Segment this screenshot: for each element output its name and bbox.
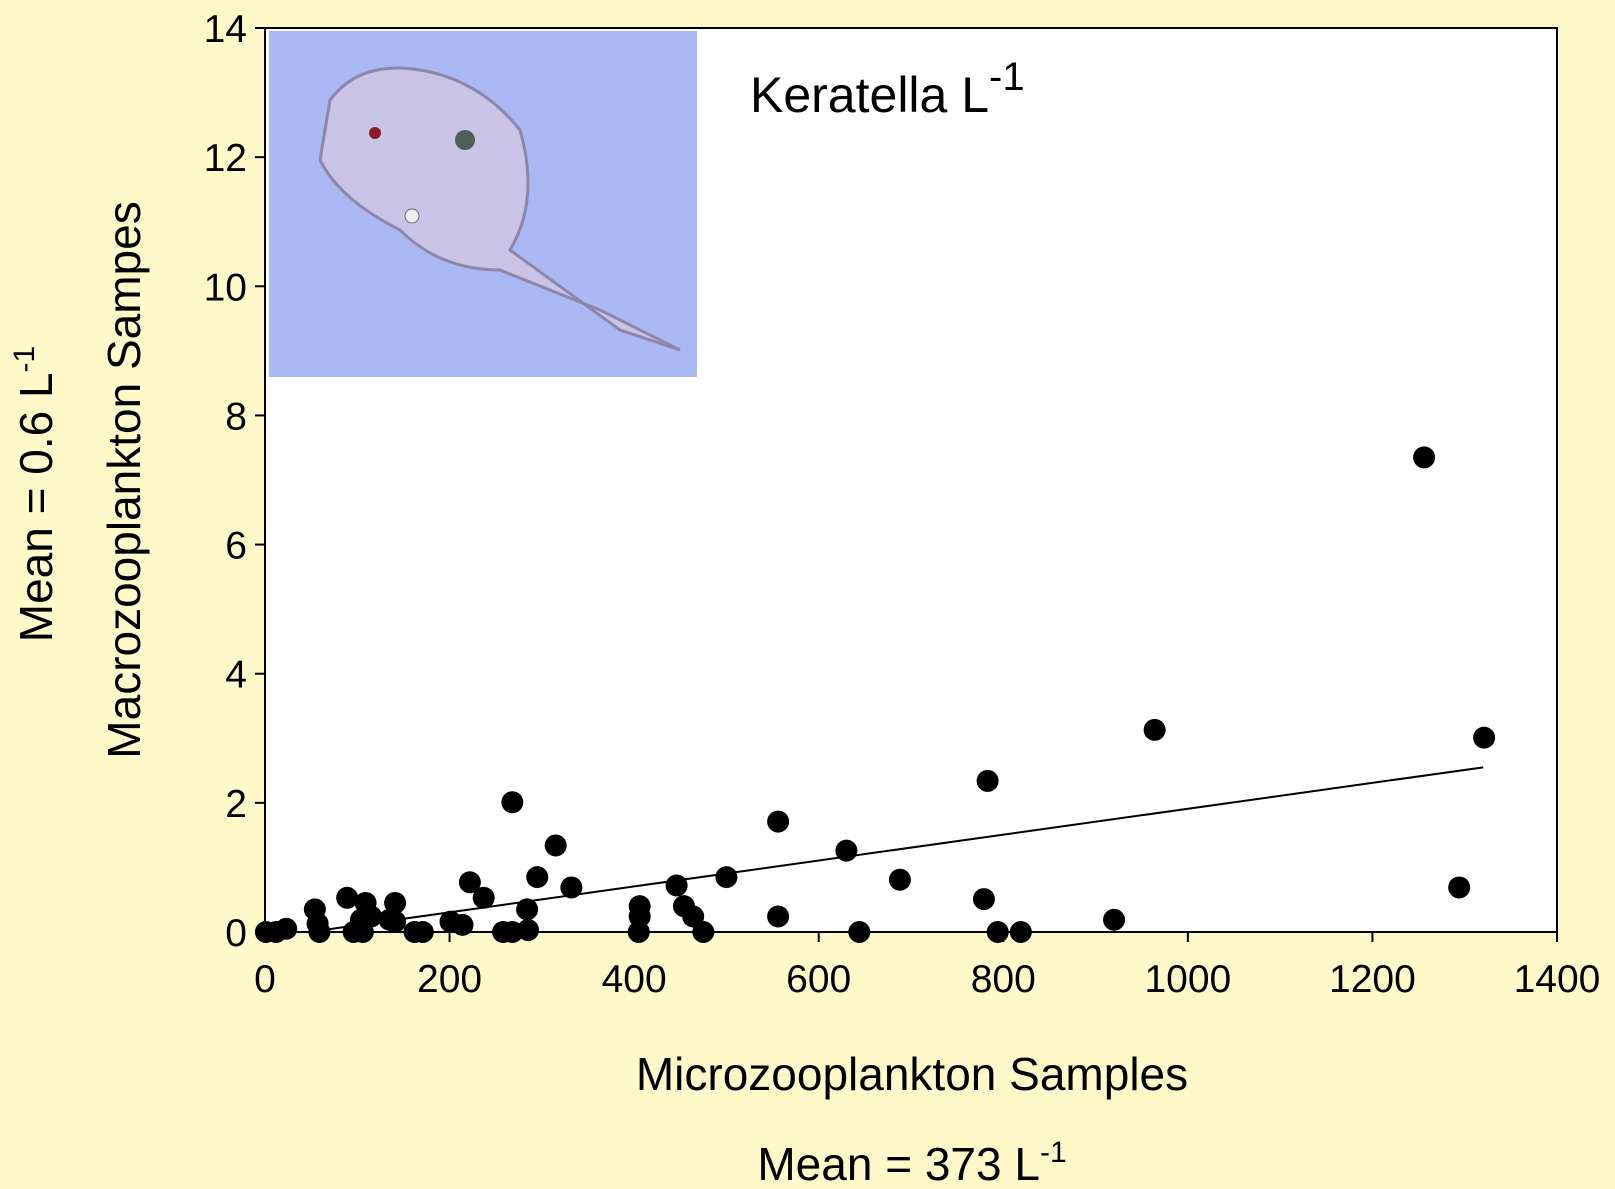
point: [501, 791, 524, 814]
x-mean-superscript: -1: [1040, 1136, 1067, 1169]
x-tick-label: 1000: [1144, 958, 1231, 1001]
x-mean-label: Mean = 373 L-1: [757, 1136, 1066, 1189]
x-tick-label: 600: [786, 958, 851, 1001]
x-tick-label: 400: [602, 958, 667, 1001]
x-tick-label: 200: [417, 958, 482, 1001]
annotation-text: Keratella L: [750, 67, 989, 123]
point: [986, 921, 1009, 943]
point: [976, 769, 999, 792]
annotation-superscript: -1: [989, 55, 1025, 99]
point: [1413, 446, 1436, 469]
y-mean-text: Mean = 0.6 L: [10, 372, 62, 642]
point: [560, 876, 583, 899]
point: [1143, 718, 1166, 741]
y-tick-label: 10: [204, 266, 247, 309]
point: [972, 888, 995, 911]
point: [682, 905, 705, 928]
point: [544, 834, 567, 857]
point: [336, 886, 359, 909]
y-tick-label: 6: [225, 525, 247, 568]
y-tick-label: 4: [225, 654, 247, 697]
point: [451, 913, 474, 936]
point: [715, 866, 738, 889]
point: [888, 868, 911, 891]
y-mean-label: Mean = 0.6 L-1: [8, 346, 62, 643]
x-tick-label: 0: [254, 958, 276, 1001]
point: [308, 921, 331, 943]
annotation: Keratella L-1: [750, 55, 1025, 123]
point: [384, 891, 407, 914]
inset-image: [269, 31, 697, 377]
point: [1448, 876, 1471, 899]
point: [517, 919, 540, 942]
point: [384, 910, 407, 933]
point: [458, 871, 481, 894]
point: [472, 886, 495, 909]
point: [1103, 908, 1126, 931]
point: [627, 921, 650, 943]
point: [1473, 726, 1496, 749]
y-tick-label: 14: [204, 8, 247, 51]
y-axis-label: Macrozooplankton Sampes: [98, 201, 150, 758]
point: [411, 921, 434, 943]
point: [767, 810, 790, 833]
y-tick-label: 8: [225, 395, 247, 438]
y-tick-label: 12: [204, 137, 247, 180]
y-tick-label: 0: [225, 912, 247, 955]
point: [360, 905, 383, 928]
x-tick-label: 800: [971, 958, 1036, 1001]
point: [526, 866, 549, 889]
x-tick-label: 1200: [1329, 958, 1416, 1001]
x-mean-text: Mean = 373 L: [757, 1138, 1040, 1189]
point: [848, 921, 871, 943]
point: [275, 917, 298, 940]
trend-line: [309, 766, 1484, 933]
x-tick-label: 1400: [1514, 958, 1601, 1001]
point: [835, 839, 858, 862]
point: [665, 874, 688, 897]
point: [692, 921, 715, 943]
point: [516, 898, 539, 921]
point: [767, 905, 790, 928]
y-mean-superscript: -1: [8, 346, 41, 373]
y-tick-label: 2: [225, 783, 247, 826]
x-axis-label: Microzooplankton Samples: [636, 1048, 1188, 1100]
point: [1009, 921, 1032, 943]
